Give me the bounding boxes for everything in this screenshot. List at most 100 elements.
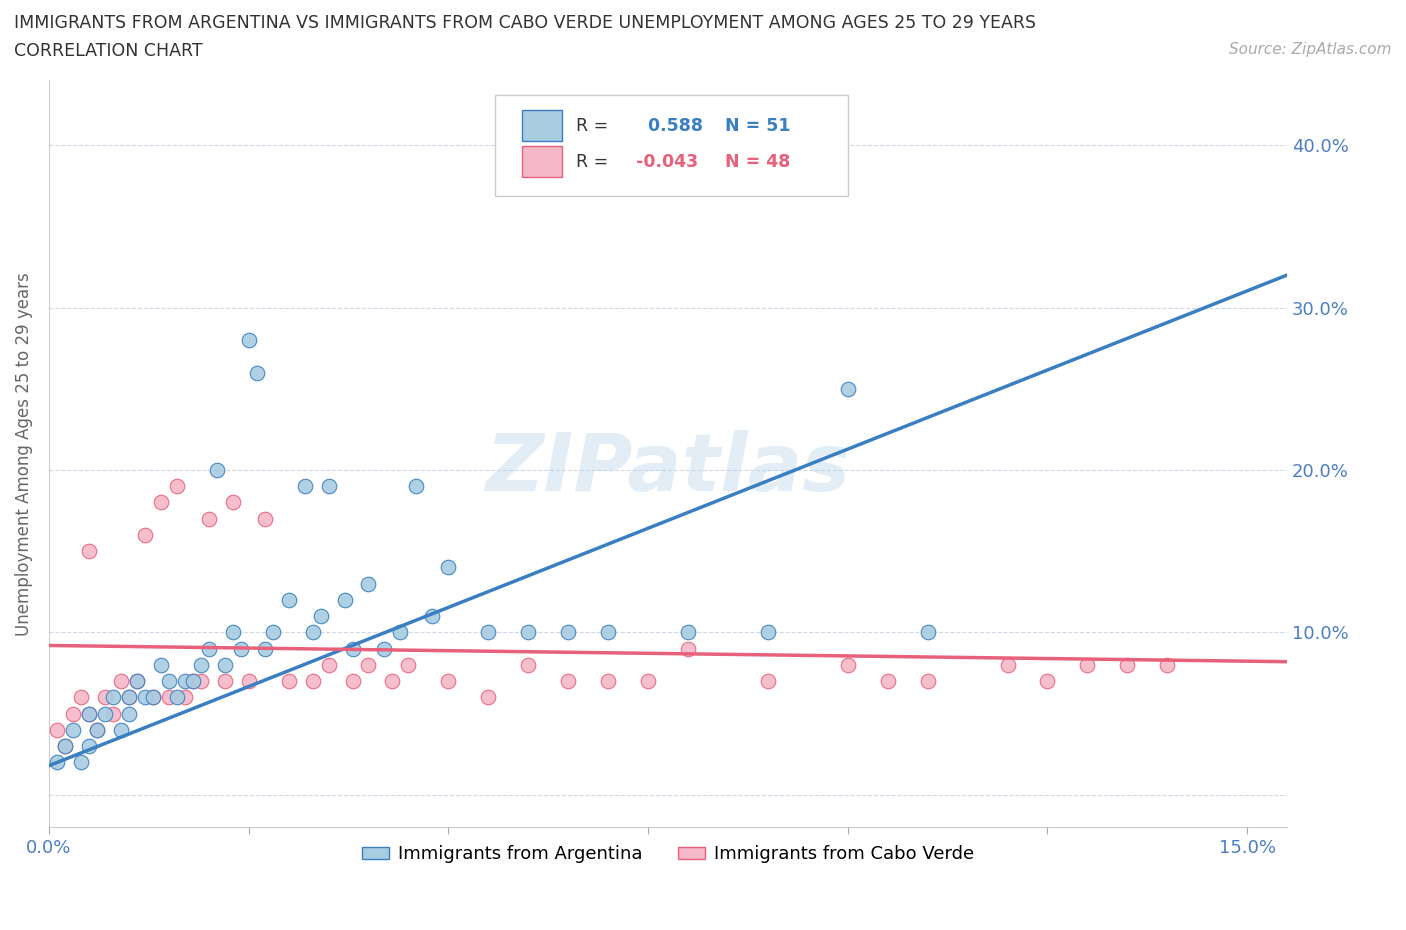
Point	[46, 755, 69, 770]
Point	[396, 658, 419, 672]
Point	[837, 658, 859, 672]
Point	[246, 365, 269, 380]
Point	[77, 706, 100, 721]
Point	[142, 690, 165, 705]
Point	[86, 723, 108, 737]
Point	[357, 658, 380, 672]
FancyBboxPatch shape	[522, 146, 561, 178]
Point	[205, 462, 228, 477]
Text: -0.043: -0.043	[636, 153, 697, 170]
Point	[101, 706, 124, 721]
Point	[238, 673, 260, 688]
Point	[166, 690, 188, 705]
Point	[118, 690, 141, 705]
Point	[477, 625, 499, 640]
Point	[221, 625, 243, 640]
Point	[157, 673, 180, 688]
Point	[318, 658, 340, 672]
Point	[301, 625, 323, 640]
Point	[134, 690, 156, 705]
Point	[190, 658, 212, 672]
Point	[77, 706, 100, 721]
Point	[598, 673, 620, 688]
Point	[1076, 658, 1098, 672]
Point	[70, 755, 93, 770]
Point	[118, 690, 141, 705]
Point	[86, 723, 108, 737]
Point	[173, 690, 195, 705]
Point	[517, 625, 540, 640]
Point	[342, 642, 364, 657]
Point	[149, 658, 172, 672]
Point	[1156, 658, 1178, 672]
Text: IMMIGRANTS FROM ARGENTINA VS IMMIGRANTS FROM CABO VERDE UNEMPLOYMENT AMONG AGES : IMMIGRANTS FROM ARGENTINA VS IMMIGRANTS …	[14, 14, 1036, 32]
Point	[142, 690, 165, 705]
Point	[1116, 658, 1139, 672]
FancyBboxPatch shape	[522, 110, 561, 141]
Point	[77, 738, 100, 753]
Point	[118, 706, 141, 721]
Point	[229, 642, 252, 657]
Text: R =: R =	[576, 153, 609, 170]
Point	[373, 642, 395, 657]
Point	[837, 381, 859, 396]
Point	[477, 690, 499, 705]
Text: 0.588: 0.588	[636, 116, 703, 135]
Point	[357, 577, 380, 591]
Point	[294, 479, 316, 494]
Point	[277, 592, 299, 607]
Point	[598, 625, 620, 640]
Point	[46, 723, 69, 737]
Point	[917, 625, 939, 640]
Point	[309, 609, 332, 624]
Point	[517, 658, 540, 672]
Point	[917, 673, 939, 688]
Text: N = 48: N = 48	[725, 153, 790, 170]
Point	[301, 673, 323, 688]
Point	[318, 479, 340, 494]
Point	[342, 673, 364, 688]
Point	[405, 479, 427, 494]
Point	[197, 512, 219, 526]
Text: N = 51: N = 51	[725, 116, 790, 135]
Point	[381, 673, 404, 688]
Point	[166, 479, 188, 494]
Point	[70, 690, 93, 705]
Point	[262, 625, 284, 640]
Point	[94, 690, 117, 705]
Point	[101, 690, 124, 705]
Point	[94, 706, 117, 721]
Point	[125, 673, 148, 688]
Point	[238, 333, 260, 348]
FancyBboxPatch shape	[495, 95, 848, 196]
Point	[181, 673, 204, 688]
Point	[181, 673, 204, 688]
Point	[756, 673, 779, 688]
Point	[437, 673, 460, 688]
Text: Source: ZipAtlas.com: Source: ZipAtlas.com	[1229, 42, 1392, 57]
Y-axis label: Unemployment Among Ages 25 to 29 years: Unemployment Among Ages 25 to 29 years	[15, 272, 32, 635]
Text: CORRELATION CHART: CORRELATION CHART	[14, 42, 202, 60]
Point	[637, 673, 659, 688]
Point	[676, 642, 699, 657]
Point	[876, 673, 898, 688]
Point	[62, 706, 84, 721]
Point	[997, 658, 1019, 672]
Point	[557, 625, 579, 640]
Point	[157, 690, 180, 705]
Point	[221, 495, 243, 510]
Point	[110, 673, 132, 688]
Text: ZIPatlas: ZIPatlas	[485, 430, 851, 508]
Point	[253, 642, 276, 657]
Point	[756, 625, 779, 640]
Point	[53, 738, 76, 753]
Point	[214, 673, 236, 688]
Point	[437, 560, 460, 575]
Point	[422, 609, 444, 624]
Point	[1036, 673, 1059, 688]
Point	[173, 673, 195, 688]
Point	[277, 673, 299, 688]
Legend: Immigrants from Argentina, Immigrants from Cabo Verde: Immigrants from Argentina, Immigrants fr…	[354, 838, 981, 870]
Point	[149, 495, 172, 510]
Point	[557, 673, 579, 688]
